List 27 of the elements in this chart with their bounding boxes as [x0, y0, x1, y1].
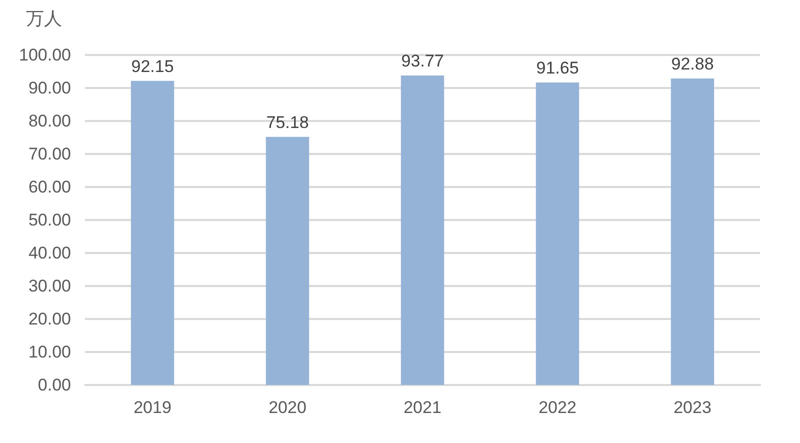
y-tick-label: 0.00 [38, 376, 71, 394]
x-tick-label: 2020 [268, 398, 306, 417]
data-label: 92.88 [671, 54, 714, 74]
bar [670, 78, 714, 385]
y-tick-label: 80.00 [28, 112, 71, 130]
data-label: 75.18 [266, 112, 309, 132]
y-tick-label: 40.00 [28, 244, 71, 262]
y-tick-label: 30.00 [28, 276, 71, 296]
y-tick-label: 10.00 [28, 342, 71, 362]
data-label: 92.15 [131, 56, 174, 76]
y-tick-label: 20.00 [28, 310, 71, 328]
y-tick-label: 90.00 [28, 78, 71, 98]
bar [536, 82, 580, 385]
x-tick-label: 2019 [134, 398, 172, 417]
bar [266, 136, 310, 385]
data-label: 93.77 [401, 52, 444, 71]
bar [400, 76, 444, 385]
x-tick-label: 2021 [404, 398, 442, 417]
y-tick-label: 100.00 [19, 46, 71, 64]
x-tick-label: 2022 [538, 398, 576, 417]
y-axis-title: 万人 [26, 8, 62, 30]
y-tick-label: 70.00 [28, 144, 71, 164]
bar [130, 80, 174, 385]
data-label: 91.65 [536, 58, 579, 78]
x-tick-label: 2023 [674, 398, 712, 417]
y-tick-label: 50.00 [28, 210, 71, 230]
y-tick-label: 60.00 [28, 178, 71, 196]
